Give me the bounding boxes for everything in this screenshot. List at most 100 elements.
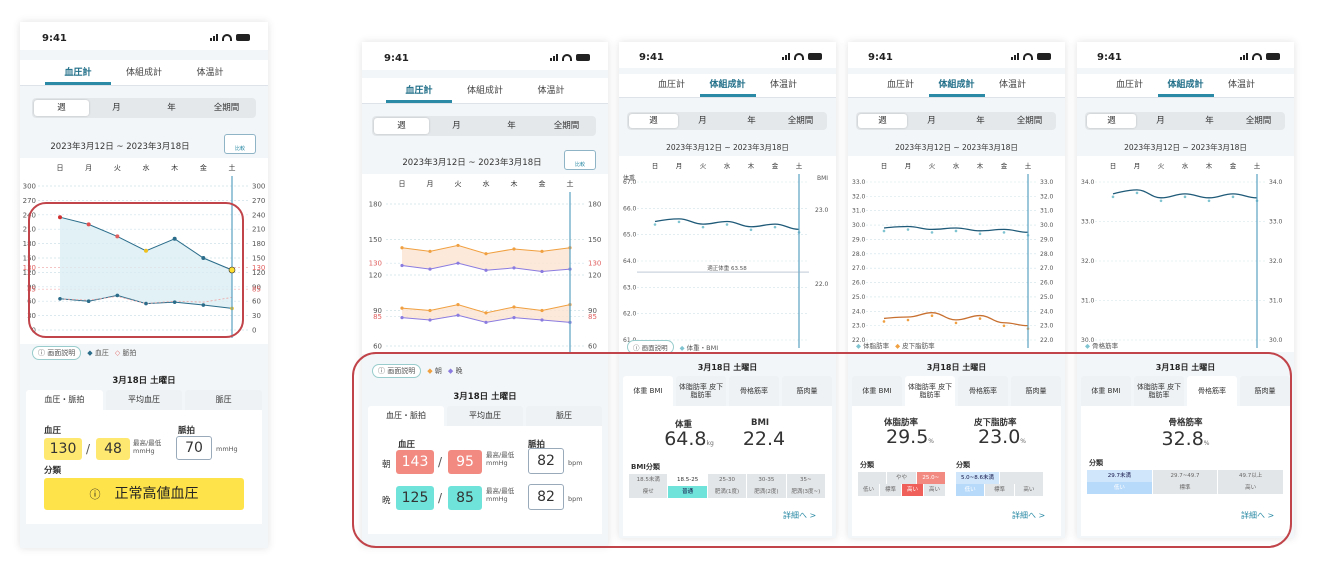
tab-bp-monitor[interactable]: 血圧計 [657,80,685,90]
compare-button[interactable]: 比較 [564,150,596,170]
status-bar: 9:41 [20,22,268,50]
series-point [540,249,544,253]
phone-screen-bp-single: 9:41 血圧計 体組成計 体温計 週 月 年 全期間 2023年3月12日 ~… [20,22,268,548]
compare-button[interactable]: 比較 [224,134,256,154]
series-line [883,312,1029,327]
period-week[interactable]: 週 [34,100,89,116]
date-range: 2023年3月12日 ~ 2023年3月18日 [50,142,190,152]
tab-bp-monitor[interactable]: 血圧計 [886,80,914,90]
subtab-muscle-mass[interactable]: 筋肉量 [1011,376,1061,406]
subtab-weight-bmi[interactable]: 体重 BMI [623,376,673,406]
details-link[interactable]: 詳細へ > [1012,511,1046,520]
period-month[interactable]: 月 [927,116,936,126]
period-year[interactable]: 年 [167,103,176,113]
y-tick-left: 85 [373,313,382,321]
tab-body-composition[interactable]: 体組成計 [699,74,756,97]
subtab-muscle-mass[interactable]: 筋肉量 [1240,376,1290,406]
y-tick-right: 32.0 [1269,258,1283,265]
subtab-pulse-pressure[interactable]: 脈圧 [526,406,602,426]
subtab-average-bp[interactable]: 平均血圧 [447,406,523,426]
period-week[interactable]: 週 [374,118,429,134]
weekday-label: 金 [1230,161,1237,170]
period-month[interactable]: 月 [112,103,121,113]
y-tick-left: 30.0 [852,222,866,229]
tab-thermometer[interactable]: 体温計 [537,86,565,96]
subtab-weight-bmi[interactable]: 体重 BMI [852,376,902,406]
tab-thermometer[interactable]: 体温計 [196,68,224,78]
axis-right-title: BMI [817,175,828,182]
tab-body-composition[interactable]: 体組成計 [125,68,162,78]
y-tick-right: 33.0 [1269,219,1283,226]
subtab-body-fat[interactable]: 体脂肪率 皮下脂肪率 [1134,376,1184,406]
period-month[interactable]: 月 [1156,116,1165,126]
chart-legend: ⓘ 画面説明 ◆ 血圧 ◇ 脈拍 [32,346,136,360]
legend-skeletal: ◆ 骨格筋率 [1085,342,1119,350]
help-button[interactable]: ⓘ 画面説明 [372,364,422,378]
weekday-label: 木 [171,163,178,172]
subtab-bp-pulse[interactable]: 血圧・脈拍 [26,390,103,410]
subtab-weight-bmi[interactable]: 体重 BMI [1081,376,1131,406]
period-selector: 週 月 年 全期間 [32,98,256,118]
y-tick-left: 85 [27,286,36,294]
subtab-skeletal-muscle[interactable]: 骨格筋率 [958,376,1008,406]
y-tick-right: 24.0 [1040,308,1054,315]
bp-unit: 最高/最低 mmHg [486,487,515,503]
class-cell: 5.0~8.6未満 [956,472,1000,484]
period-all[interactable]: 全期間 [1016,116,1043,126]
legend-skeletal-label: 骨格筋率 [1092,342,1119,350]
y-tick-right: 150 [588,236,601,244]
tab-thermometer[interactable]: 体温計 [1227,80,1255,90]
y-tick-left: 30.0 [1081,337,1095,344]
period-month[interactable]: 月 [698,116,707,126]
tab-bp-monitor[interactable]: 血圧計 [45,60,111,85]
period-year[interactable]: 年 [976,116,985,126]
y-tick-right: 300 [252,183,265,191]
y-tick-right: 150 [252,255,265,263]
tab-bp-monitor[interactable]: 血圧計 [386,78,452,103]
details-link[interactable]: 詳細へ > [783,511,817,520]
period-all[interactable]: 全期間 [553,121,580,131]
tab-thermometer[interactable]: 体温計 [998,80,1026,90]
subtab-bp-pulse[interactable]: 血圧・脈拍 [368,406,444,426]
period-year[interactable]: 年 [747,116,756,126]
class-label-2: 分類 [956,461,970,469]
y-tick-left: 0 [32,327,36,335]
details-link[interactable]: 詳細へ > [1241,511,1275,520]
bp-label: 血圧 [398,440,416,450]
subtab-body-fat[interactable]: 体脂肪率 皮下脂肪率 [676,376,726,406]
period-year[interactable]: 年 [507,121,516,131]
subtab-average-bp[interactable]: 平均血圧 [105,390,183,410]
class-cell: 18.5未満 [629,474,669,486]
subcut-class-bottom: 低い 標準 高い [956,484,1044,496]
tab-thermometer[interactable]: 体温計 [769,80,797,90]
period-year[interactable]: 年 [1205,116,1214,126]
wifi-icon [562,54,572,61]
tab-body-composition[interactable]: 体組成計 [928,74,985,97]
period-week[interactable]: 週 [858,114,907,128]
tab-bp-monitor[interactable]: 血圧計 [1115,80,1143,90]
tab-body-composition[interactable]: 体組成計 [1157,74,1214,97]
subtab-skeletal-muscle[interactable]: 骨格筋率 [729,376,779,406]
detail-subtabs: 血圧・脈拍 平均血圧 脈圧 [368,406,602,426]
subtab-muscle-mass[interactable]: 筋肉量 [782,376,832,406]
help-button[interactable]: ⓘ 画面説明 [32,346,82,360]
period-week[interactable]: 週 [1087,114,1136,128]
period-week[interactable]: 週 [629,114,678,128]
period-all[interactable]: 全期間 [1245,116,1272,126]
phone-screen-skeletal-muscle: 9:41 血圧計 体組成計 体温計 週月年全期間 2023年3月12日 ~ 2023… [1077,42,1294,538]
subtab-skeletal-muscle[interactable]: 骨格筋率 [1187,376,1237,406]
tab-body-composition[interactable]: 体組成計 [466,86,503,96]
weekday-label: 金 [200,163,207,172]
period-all[interactable]: 全期間 [787,116,814,126]
detail-panel: 3月18日 土曜日 血圧・脈拍 平均血圧 脈圧 血圧 脈拍 朝 143 / 95… [362,382,608,546]
subtab-pulse-pressure[interactable]: 脈圧 [185,390,263,410]
status-bar: 9:41 [362,42,608,70]
period-month[interactable]: 月 [452,121,461,131]
period-all[interactable]: 全期間 [213,103,240,113]
device-tabs: 血圧計 体組成計 体温計 [362,78,608,104]
help-button[interactable]: ⓘ 画面説明 [627,340,674,354]
wifi-icon [1252,53,1262,60]
date-heading: 3月18日 土曜日 [926,363,987,372]
status-bar: 9:41 [619,42,836,68]
subtab-body-fat[interactable]: 体脂肪率 皮下脂肪率 [905,376,955,406]
